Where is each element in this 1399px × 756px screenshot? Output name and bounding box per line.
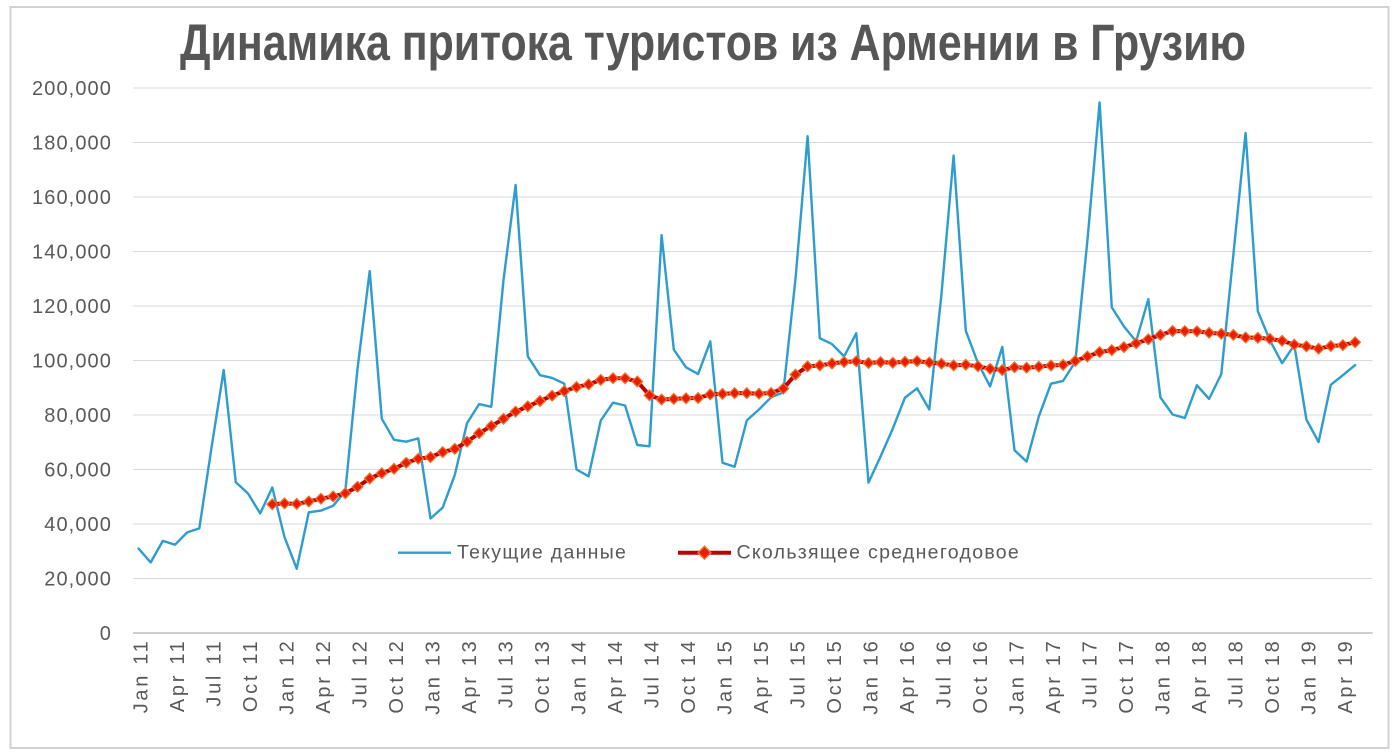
svg-text:Oct 13: Oct 13 bbox=[532, 639, 554, 714]
svg-text:Oct 15: Oct 15 bbox=[824, 639, 846, 714]
svg-text:200,000: 200,000 bbox=[32, 78, 112, 100]
svg-text:Apr 14: Apr 14 bbox=[605, 639, 627, 714]
svg-text:160,000: 160,000 bbox=[32, 187, 112, 209]
svg-text:Скользящее среднегодовое: Скользящее среднегодовое bbox=[737, 541, 1021, 563]
svg-text:Apr 19: Apr 19 bbox=[1335, 639, 1357, 714]
svg-text:Jan 18: Jan 18 bbox=[1152, 639, 1174, 715]
svg-text:Текущие данные: Текущие данные bbox=[457, 541, 627, 563]
svg-text:180,000: 180,000 bbox=[32, 132, 112, 154]
svg-text:Oct 17: Oct 17 bbox=[1116, 639, 1138, 714]
svg-text:Jul 14: Jul 14 bbox=[642, 639, 664, 709]
svg-text:Jan 14: Jan 14 bbox=[569, 639, 591, 715]
svg-text:60,000: 60,000 bbox=[44, 459, 112, 481]
svg-text:Jul 15: Jul 15 bbox=[788, 639, 810, 709]
svg-text:Apr 18: Apr 18 bbox=[1189, 639, 1211, 714]
svg-text:Jul 17: Jul 17 bbox=[1079, 639, 1101, 709]
svg-text:Jan 11: Jan 11 bbox=[131, 639, 153, 714]
svg-text:Jan 17: Jan 17 bbox=[1007, 639, 1029, 715]
svg-text:80,000: 80,000 bbox=[44, 405, 112, 427]
svg-text:0: 0 bbox=[100, 623, 112, 645]
svg-text:Jan 12: Jan 12 bbox=[277, 639, 299, 715]
svg-text:Jan 19: Jan 19 bbox=[1298, 639, 1320, 715]
svg-text:Apr 12: Apr 12 bbox=[313, 639, 335, 714]
svg-text:Jul 12: Jul 12 bbox=[350, 639, 372, 709]
svg-text:Apr 15: Apr 15 bbox=[751, 639, 773, 714]
svg-text:Jul 18: Jul 18 bbox=[1225, 639, 1247, 709]
svg-text:20,000: 20,000 bbox=[44, 568, 112, 590]
svg-text:Jul 16: Jul 16 bbox=[934, 639, 956, 709]
svg-text:Apr 16: Apr 16 bbox=[897, 639, 919, 714]
svg-text:Apr 11: Apr 11 bbox=[167, 639, 189, 713]
svg-text:Oct 18: Oct 18 bbox=[1262, 639, 1284, 714]
svg-text:Apr 13: Apr 13 bbox=[459, 639, 481, 714]
svg-text:Oct 12: Oct 12 bbox=[386, 639, 408, 714]
svg-text:Apr 17: Apr 17 bbox=[1043, 639, 1065, 714]
svg-text:Jan 16: Jan 16 bbox=[861, 639, 883, 715]
svg-text:40,000: 40,000 bbox=[44, 514, 112, 536]
svg-text:140,000: 140,000 bbox=[32, 241, 112, 263]
svg-text:Jan 13: Jan 13 bbox=[423, 639, 445, 715]
svg-text:Jan 15: Jan 15 bbox=[715, 639, 737, 715]
svg-text:Jul 13: Jul 13 bbox=[496, 639, 518, 709]
svg-text:120,000: 120,000 bbox=[32, 296, 112, 318]
svg-text:100,000: 100,000 bbox=[32, 350, 112, 372]
svg-text:Oct 14: Oct 14 bbox=[678, 639, 700, 714]
svg-text:Jul 11: Jul 11 bbox=[204, 639, 226, 707]
svg-text:Oct 16: Oct 16 bbox=[970, 639, 992, 714]
svg-text:Динамика притока туристов из А: Динамика притока туристов из Армении в Г… bbox=[180, 13, 1246, 70]
svg-text:Oct 11: Oct 11 bbox=[240, 639, 262, 713]
